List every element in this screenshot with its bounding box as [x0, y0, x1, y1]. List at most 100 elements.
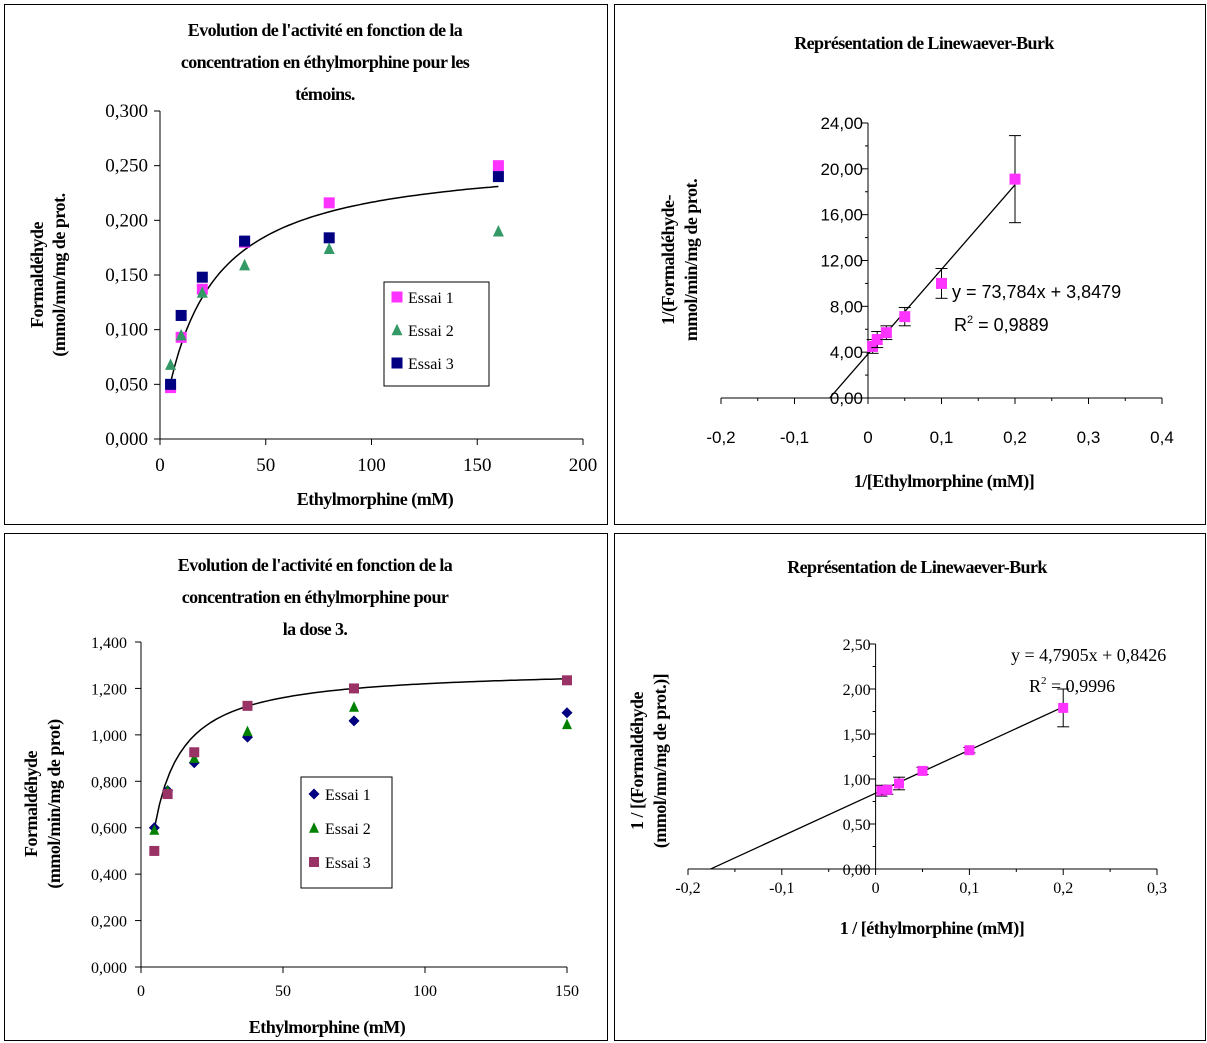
x-tick-label: 0,2 — [1053, 880, 1073, 897]
y-tick-label: 12,00 — [820, 252, 863, 271]
y-axis-label: (mmol/mn/mg de prot. — [49, 193, 70, 356]
data-point-1 — [561, 707, 573, 719]
y-tick-label: 0,200 — [91, 914, 127, 931]
y-tick-label: 8,00 — [830, 297, 863, 316]
data-point-3 — [196, 271, 208, 283]
y-tick-label: 4,00 — [830, 343, 863, 362]
data-point-2 — [242, 725, 253, 737]
legend-label: Essai 3 — [325, 855, 371, 872]
data-point-1 — [899, 311, 911, 323]
legend-label: Essai 2 — [408, 323, 454, 340]
y-tick-label: 0,800 — [91, 774, 127, 791]
regression-equation: y = 73,784x + 3,8479 — [952, 282, 1121, 302]
r-squared-exponent: 2 — [967, 314, 973, 326]
data-point-1 — [880, 327, 892, 339]
legend-marker — [309, 822, 319, 833]
x-axis-label: 1 / [éthylmorphine (mM)] — [840, 918, 1024, 939]
chart-svg: Evolution de l'activité en fonction de l… — [21, 555, 579, 1038]
x-tick-label: 0,4 — [1150, 428, 1174, 447]
x-tick-label: 100 — [357, 455, 386, 476]
data-point-2 — [323, 242, 335, 254]
y-axis-label: mmol/min/mg de prot. — [681, 179, 701, 341]
legend-label: Essai 2 — [325, 821, 371, 838]
data-point-3 — [149, 845, 160, 856]
data-point-1 — [894, 778, 905, 789]
x-tick-label: 0 — [155, 455, 165, 476]
y-tick-label: 2,50 — [843, 637, 871, 654]
x-axis-label: Ethylmorphine (mM) — [297, 489, 454, 510]
y-axis-label: (mmol/mn/mg de prot.)] — [650, 674, 671, 848]
y-axis-label: Formaldéhyde — [21, 750, 41, 857]
x-tick-label: 200 — [569, 455, 598, 476]
y-tick-label: 1,00 — [843, 772, 871, 789]
data-point-3 — [189, 747, 200, 758]
data-point-2 — [149, 824, 160, 835]
legend-label: Essai 3 — [408, 356, 454, 373]
r-squared-value: = 0,9996 — [1047, 676, 1116, 696]
chart-title: concentration en éthylmorphine pour — [182, 587, 449, 607]
data-point-2 — [349, 701, 359, 712]
data-point-2 — [492, 225, 504, 237]
chart-svg: Représentation de Linewaever-Burk 0,00 0,5… — [627, 557, 1167, 939]
x-tick-label: 0,2 — [1003, 428, 1027, 447]
x-tick-label: 0,1 — [959, 880, 979, 897]
x-tick-label: -0,2 — [675, 880, 700, 897]
y-tick-label: 0,000 — [105, 429, 148, 450]
r-squared-label: R — [954, 315, 967, 335]
data-point-2 — [175, 328, 187, 341]
y-tick-label: 0,000 — [91, 960, 127, 977]
y-tick-label: 0,150 — [105, 265, 148, 286]
y-tick-label: 0,00 — [830, 389, 863, 408]
x-tick-label: -0,2 — [706, 428, 735, 447]
y-tick-label: 0,50 — [843, 817, 871, 834]
legend-marker — [391, 357, 403, 369]
data-point-3 — [162, 789, 173, 800]
y-tick-label: 0,100 — [105, 320, 148, 341]
data-point-1 — [871, 334, 883, 346]
legend: Essai 1 Essai 2 Essai 3 — [300, 776, 393, 889]
regression-equation: y = 4,7905x + 0,8426 — [1011, 645, 1166, 665]
data-point-2 — [165, 358, 177, 370]
y-axis-label: 1 / [(Formaldéhyde — [627, 692, 648, 830]
legend-label: Essai 1 — [408, 290, 454, 307]
y-axis-label: Formaldéhyde — [27, 221, 47, 328]
y-tick-label: 0,050 — [105, 374, 148, 395]
chart-title: Représentation de Linewaever-Burk — [794, 33, 1054, 53]
data-point-3 — [242, 700, 253, 711]
chart-title: témoins. — [295, 84, 355, 104]
data-point-3 — [562, 675, 572, 686]
legend-marker — [391, 291, 403, 303]
y-tick-label: 2,00 — [843, 682, 871, 699]
x-tick-label: 0 — [863, 428, 872, 447]
trend-curve — [169, 185, 499, 383]
data-point-3 — [349, 683, 359, 694]
chart-panel-dose3: Evolution de l'activité en fonction de l… — [4, 533, 608, 1041]
x-tick-label: 150 — [555, 983, 579, 1000]
data-point-2 — [189, 752, 200, 763]
x-tick-label: 150 — [463, 455, 492, 476]
data-point-2 — [239, 258, 251, 271]
x-tick-label: 50 — [275, 983, 291, 1000]
chart-title: Représentation de Linewaever-Burk — [787, 557, 1047, 577]
y-axis-label: 1/(Formaldéhyde- — [658, 195, 679, 325]
x-tick-label: 0,1 — [930, 428, 954, 447]
data-point-1 — [882, 784, 893, 795]
data-point-3 — [165, 378, 177, 390]
data-point-1 — [867, 340, 879, 352]
r-squared: R2 = 0,9889 — [954, 314, 1049, 335]
data-point-3 — [175, 309, 187, 321]
chart-svg: Représentation de Linewaever-Burk 0,00 4,0… — [658, 33, 1174, 492]
legend-marker — [308, 788, 320, 800]
data-point-3 — [492, 171, 504, 183]
data-point-3 — [323, 232, 335, 244]
legend-marker — [309, 857, 319, 867]
chart-title: Evolution de l'activité en fonction de l… — [178, 555, 453, 575]
y-tick-label: 0,600 — [91, 821, 127, 838]
y-tick-label: 16,00 — [820, 206, 863, 225]
data-point-2 — [196, 286, 208, 298]
chart-svg: Evolution de l'activité en fonction de l… — [27, 20, 598, 510]
chart-panel-temoins: Evolution de l'activité en fonction de l… — [4, 4, 608, 525]
y-tick-label: 1,50 — [843, 727, 871, 744]
x-tick-label: 50 — [256, 455, 275, 476]
data-point-1 — [917, 765, 928, 776]
